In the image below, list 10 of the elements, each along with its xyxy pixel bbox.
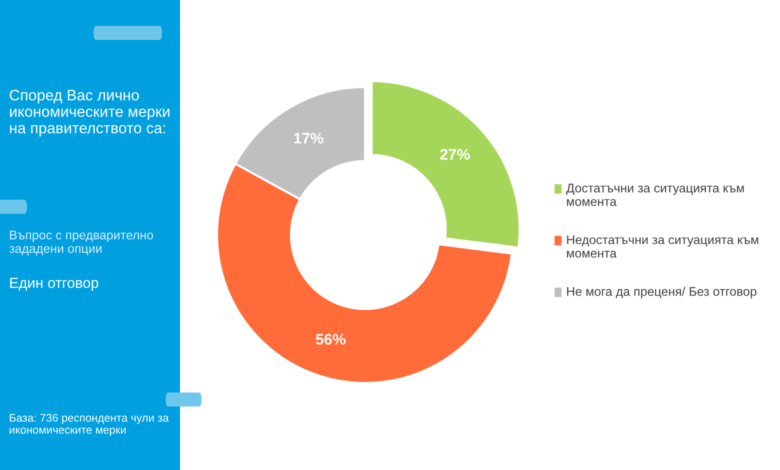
text: Един отговор [10,278,98,291]
text: Според Вас лично икономическите мерки на правителството са: [10,90,170,136]
text: Въпрос с предварително зададени опции [9,230,154,256]
data-label: 27% [440,149,470,160]
legend-label: Достатъчни за ситуацията към момента [566,184,744,206]
legend-label: Недостатъчни за ситуацията към момента [566,235,758,258]
text: База: 736 респондента чули за икономическите мерки [10,414,169,436]
data-label: 17% [294,132,324,144]
legend-label: Не мога да преценя/ Без отговор [567,286,756,298]
data-label: 56% [316,334,346,345]
